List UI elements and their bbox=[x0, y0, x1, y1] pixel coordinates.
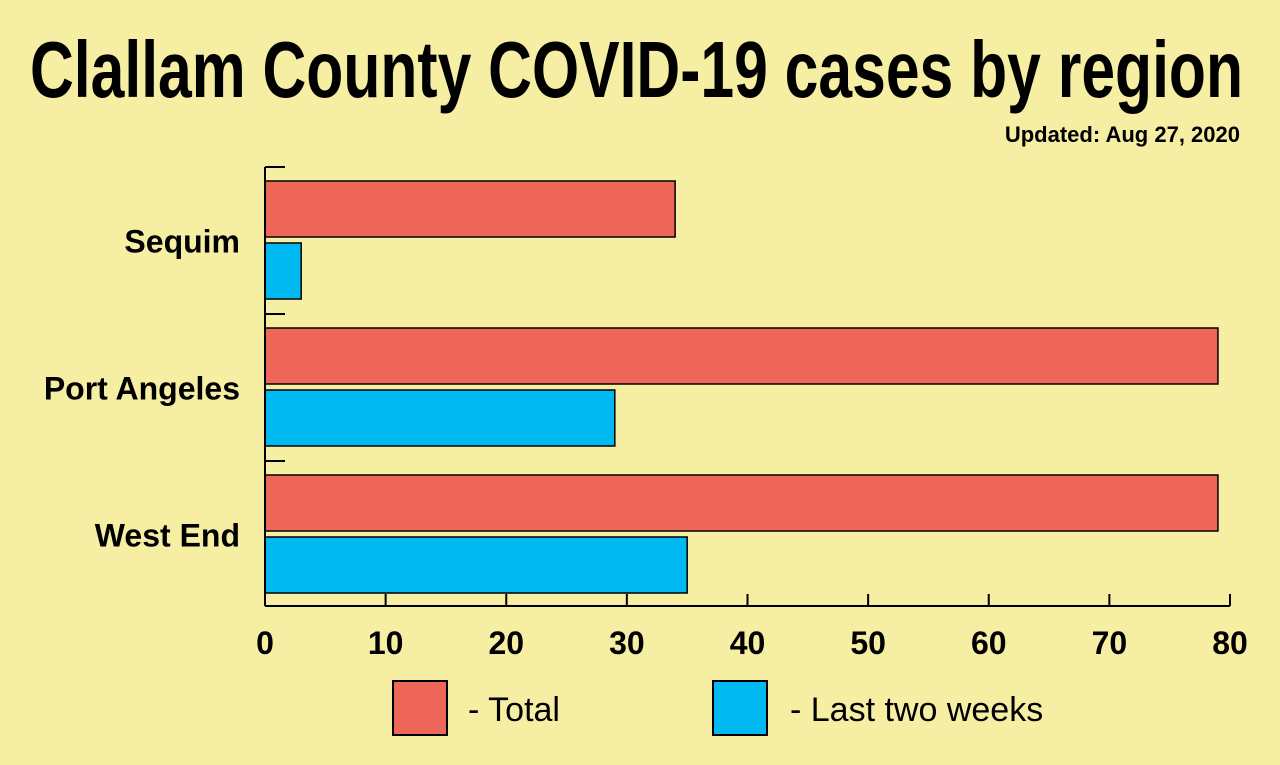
category-label: Port Angeles bbox=[44, 371, 240, 407]
x-tick-label: 60 bbox=[971, 625, 1007, 661]
bar-total bbox=[264, 474, 1219, 532]
legend-swatch bbox=[712, 680, 768, 736]
category-label: Sequim bbox=[124, 224, 240, 260]
bar-last-two-weeks bbox=[264, 389, 616, 447]
legend-swatch bbox=[392, 680, 448, 736]
x-tick-label: 10 bbox=[368, 625, 404, 661]
x-tick-label: 40 bbox=[730, 625, 766, 661]
bar-last-two-weeks bbox=[264, 536, 688, 594]
legend-label: - Total bbox=[468, 691, 560, 729]
bar-last-two-weeks bbox=[264, 242, 302, 300]
chart-title: Clallam County COVID-19 cases by region bbox=[30, 25, 1243, 114]
bar-total bbox=[264, 180, 676, 238]
x-tick-label: 20 bbox=[488, 625, 524, 661]
x-tick-label: 50 bbox=[850, 625, 886, 661]
legend-label: - Last two weeks bbox=[790, 691, 1043, 729]
bar-total bbox=[264, 327, 1219, 385]
x-tick-label: 80 bbox=[1212, 625, 1248, 661]
x-tick-label: 0 bbox=[256, 625, 274, 661]
chart-subtitle: Updated: Aug 27, 2020 bbox=[1004, 122, 1240, 147]
category-label: West End bbox=[95, 518, 240, 554]
x-tick-label: 70 bbox=[1092, 625, 1128, 661]
x-tick-label: 30 bbox=[609, 625, 645, 661]
